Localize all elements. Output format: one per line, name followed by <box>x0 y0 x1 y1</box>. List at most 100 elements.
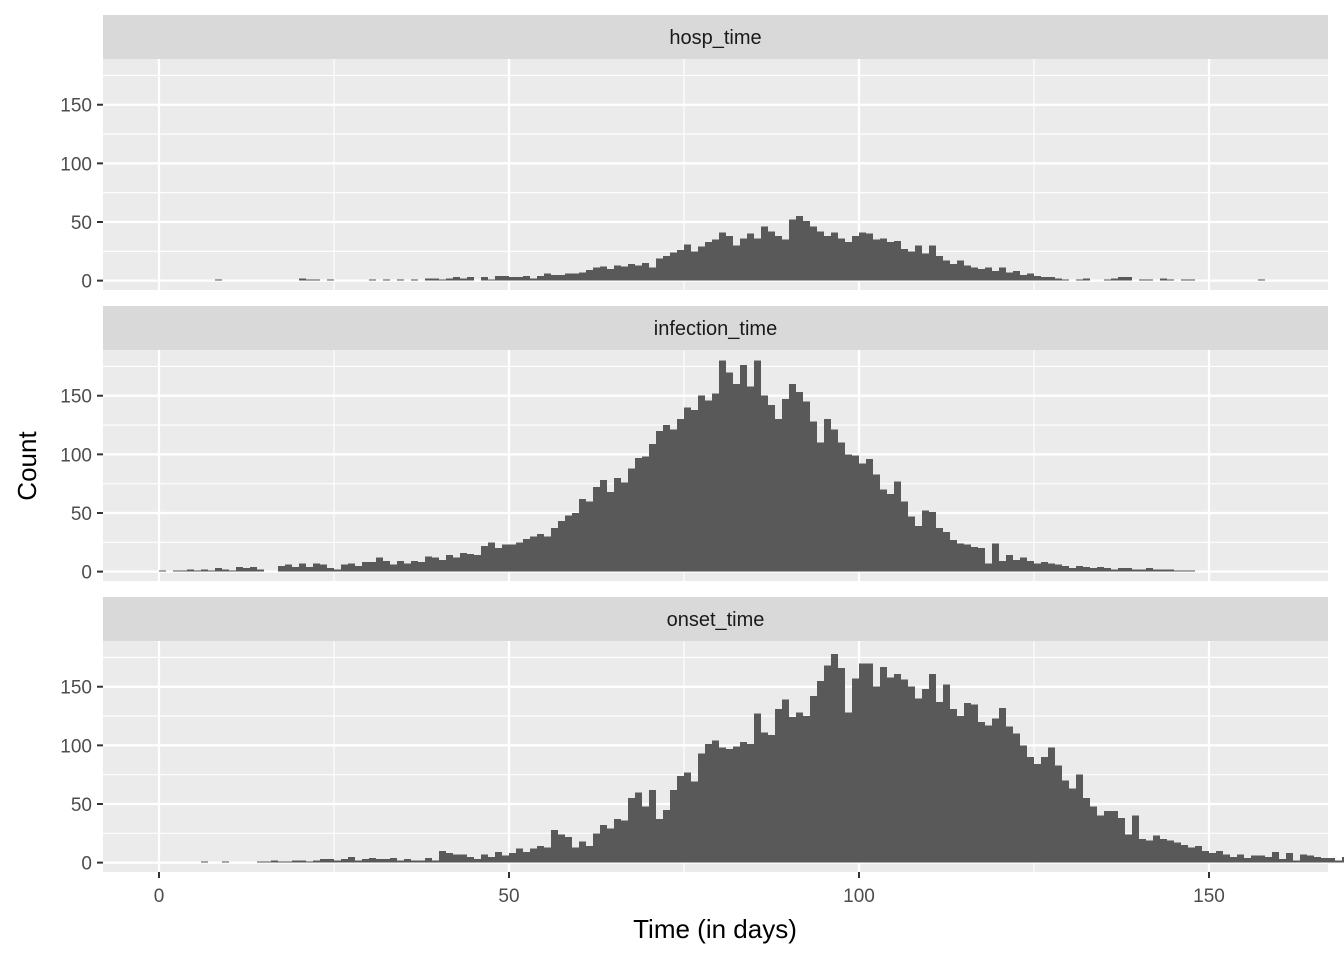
histogram-bar <box>1342 856 1344 863</box>
histogram-bar <box>922 510 929 572</box>
histogram-bar <box>1125 834 1132 863</box>
histogram-bar <box>544 847 551 863</box>
histogram-bar <box>803 401 810 572</box>
histogram-bar <box>908 251 915 281</box>
histogram-bar <box>341 564 348 572</box>
histogram-bar <box>964 544 971 572</box>
histogram-bar <box>656 819 663 863</box>
histogram-bar <box>824 419 831 572</box>
histogram-bar <box>810 226 817 281</box>
histogram-bar <box>824 665 831 863</box>
histogram-bar <box>1041 757 1048 863</box>
histogram-bar <box>1020 557 1027 572</box>
histogram-bar <box>257 861 264 863</box>
histogram-bar <box>418 562 425 572</box>
histogram-bar <box>817 680 824 863</box>
histogram-bar <box>1160 278 1167 281</box>
histogram-bar <box>1272 852 1279 863</box>
histogram-bar <box>362 562 369 572</box>
histogram-bar <box>719 232 726 281</box>
histogram-bar <box>747 233 754 281</box>
histogram-bar <box>341 859 348 863</box>
histogram-bar <box>768 734 775 863</box>
histogram-bar <box>313 563 320 572</box>
histogram-bar <box>1146 568 1153 572</box>
histogram-bar <box>957 260 964 281</box>
histogram-bar <box>229 570 236 572</box>
histogram-bar <box>670 429 677 572</box>
histogram-bar <box>649 789 656 863</box>
histogram-bar <box>796 712 803 863</box>
histogram-bar <box>1321 857 1328 863</box>
histogram-bar <box>971 267 978 281</box>
histogram-bar <box>985 267 992 281</box>
histogram-bar <box>901 679 908 863</box>
histogram-bar <box>1307 855 1314 863</box>
histogram-bar <box>1104 568 1111 572</box>
histogram-bar <box>677 419 684 572</box>
histogram-bar <box>901 248 908 281</box>
y-tick-label: 0 <box>81 272 92 293</box>
histogram-bar <box>1076 565 1083 572</box>
histogram-bar <box>929 673 936 863</box>
histogram-bar <box>1118 568 1125 572</box>
histogram-bar <box>936 701 943 863</box>
histogram-bar <box>1041 562 1048 572</box>
histogram-bar <box>348 563 355 572</box>
histogram-bars <box>201 653 1344 863</box>
histogram-bar <box>236 566 243 572</box>
histogram-bar <box>1006 555 1013 572</box>
y-axis-title: Count <box>12 431 42 501</box>
histogram-bar <box>586 270 593 281</box>
histogram-bar <box>509 853 516 863</box>
histogram-bar <box>733 245 740 281</box>
y-tick-label: 50 <box>71 795 92 816</box>
histogram-bar <box>677 775 684 863</box>
histogram-bar <box>383 561 390 572</box>
histogram-bar <box>1013 559 1020 572</box>
histogram-bar <box>243 568 250 572</box>
histogram-bar <box>719 747 726 863</box>
histogram-bar <box>1027 561 1034 572</box>
histogram-bar <box>208 570 215 572</box>
histogram-bar <box>852 455 859 572</box>
histogram-bar <box>1013 271 1020 281</box>
histogram-bar <box>943 684 950 863</box>
y-tick-label: 0 <box>81 563 92 584</box>
histogram-bar <box>635 265 642 281</box>
histogram-bar <box>1034 764 1041 863</box>
histogram-bar <box>761 226 768 281</box>
histogram-bar <box>1160 569 1167 572</box>
histogram-bar <box>1258 855 1265 863</box>
histogram-bar <box>1118 277 1125 281</box>
histogram-bar <box>908 686 915 863</box>
histogram-bar <box>943 260 950 281</box>
histogram-bar <box>915 245 922 281</box>
histogram-bar <box>523 538 530 572</box>
histogram-bar <box>894 481 901 572</box>
histogram-bar <box>922 689 929 863</box>
histogram-bar <box>957 543 964 572</box>
histogram-bar <box>740 741 747 863</box>
histogram-bar <box>551 274 558 281</box>
histogram-bar <box>159 570 166 572</box>
x-tick-label: 150 <box>1193 886 1225 907</box>
histogram-bar <box>201 569 208 572</box>
x-tick-label: 100 <box>843 886 875 907</box>
histogram-bar <box>803 220 810 281</box>
histogram-bar <box>1160 839 1167 863</box>
histogram-bar <box>334 860 341 863</box>
histogram-bar <box>859 663 866 863</box>
x-tick-label: 0 <box>154 886 165 907</box>
histogram-bar <box>677 250 684 281</box>
histogram-bar <box>600 266 607 281</box>
histogram-bar <box>642 456 649 572</box>
histogram-bar <box>1041 277 1048 281</box>
histogram-bar <box>901 501 908 572</box>
histogram-bar <box>712 239 719 281</box>
histogram-bar <box>992 543 999 572</box>
histogram-bar <box>502 544 509 572</box>
histogram-bar <box>1244 857 1251 863</box>
histogram-bar <box>544 273 551 281</box>
